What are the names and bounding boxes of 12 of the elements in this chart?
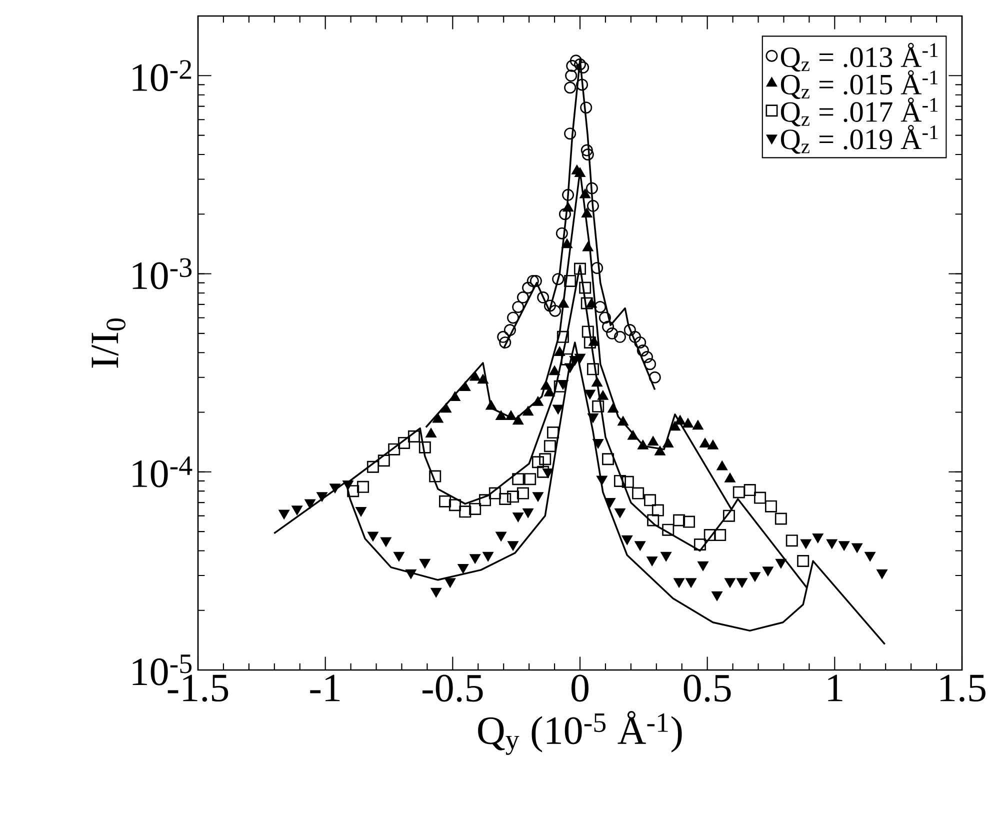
y-tick-label: 10$^{-4}$ — [132, 456, 192, 488]
x-tick-label: 1.5 — [940, 674, 986, 702]
y-tick-label: 10$^{-2}$ — [132, 60, 192, 92]
x-tick-label: 0 — [572, 674, 588, 702]
x-tick-label: 0.5 — [684, 674, 731, 702]
x-tick-label: -1 — [310, 674, 340, 702]
y-tick-label: 10$^{-3}$ — [132, 258, 192, 290]
y-axis-title: I/I$_{0}$ — [92, 318, 126, 368]
x-tick-label: -0.5 — [422, 674, 483, 702]
x-axis-title: Q$_{y}$ (10$^{-5}$ Å$^{-1}$) — [478, 711, 682, 755]
x-tick-label: 1 — [828, 674, 842, 702]
legend-label: Q$_{z}$ = .017 Å$^{-1}$ — [780, 98, 938, 126]
